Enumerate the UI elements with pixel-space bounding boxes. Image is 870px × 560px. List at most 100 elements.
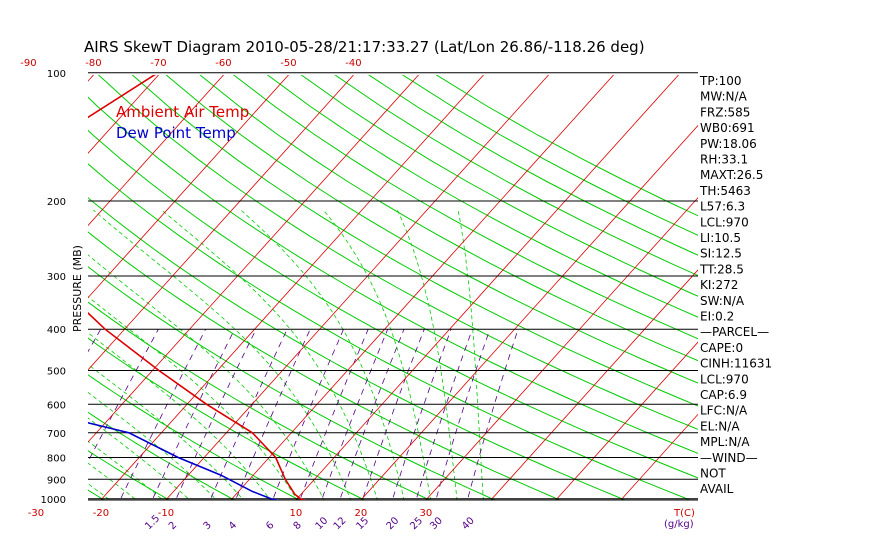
pressure-tick-label: 1000 [41, 495, 66, 506]
isotherm [620, 413, 698, 500]
index-entry: CAPE:0 [700, 341, 743, 355]
bottom-temp-tick-label: 10 [290, 508, 303, 519]
legend-dew-point: Dew Point Temp [116, 124, 236, 142]
dry-adiabat [266, 75, 698, 318]
pressure-tick-label: 300 [47, 272, 66, 283]
index-entry: CAP:6.9 [700, 388, 747, 402]
mixing-ratio-line [151, 329, 236, 500]
index-entry: MPL:N/A [700, 435, 750, 449]
dry-adiabat [88, 163, 692, 500]
mixing-ratio-line [88, 329, 159, 463]
isotherm [425, 197, 698, 500]
moist-adiabat [323, 209, 432, 500]
mixing-ratio-label: 8 [292, 520, 304, 532]
x-axis-label: T(C) [673, 508, 695, 519]
y-axis-label: PRESSURE (MB) [71, 245, 84, 332]
index-entry: AVAIL [700, 482, 734, 496]
isotherm [555, 341, 698, 500]
index-entry: RH:33.1 [700, 153, 748, 167]
moist-adiabat [88, 440, 164, 500]
dry-adiabat [88, 231, 562, 500]
moist-adiabat [93, 209, 352, 500]
index-entry: TT:28.5 [699, 262, 744, 276]
mixing-ratio-label: 2 [167, 520, 179, 532]
dry-adiabat [88, 337, 366, 500]
pressure-tick-label: 700 [47, 429, 66, 440]
index-entry: EL:N/A [700, 419, 740, 433]
mixing-ratio-label: 20 [385, 515, 402, 532]
mixing-ratio-unit: (g/kg) [664, 519, 694, 530]
mixing-ratio-label: 4 [227, 520, 239, 532]
dry-adiabat [88, 129, 698, 479]
index-entry: LCL:970 [700, 215, 749, 229]
dry-adiabat [88, 96, 698, 454]
dry-adiabat [0, 73, 59, 513]
profiles [88, 75, 306, 500]
dry-adiabat [88, 489, 106, 500]
legend-air-temp: Ambient Air Temp [116, 103, 249, 121]
index-entry: LFC:N/A [700, 404, 748, 418]
pressure-tick-label: 600 [47, 400, 66, 411]
index-entry: SI:12.5 [700, 247, 742, 261]
moist-adiabat [88, 332, 271, 500]
mixing-ratio-line [435, 329, 491, 500]
moist-adiabat [88, 417, 191, 500]
mixing-ratio-label: 40 [460, 515, 477, 532]
index-entry: MAXT:26.5 [700, 168, 763, 182]
pressure-tick-label: 200 [47, 197, 66, 208]
isotherm [295, 75, 680, 500]
isotherm [490, 269, 698, 500]
pressure-tick-label: 800 [47, 454, 66, 465]
mixing-ratio-label: 10 [314, 515, 331, 532]
background-lines [0, 73, 698, 513]
dry-adiabat [300, 75, 698, 297]
index-entry: FRZ:585 [700, 105, 750, 119]
mixing-ratio-line [299, 329, 369, 500]
isobars [88, 72, 698, 501]
moist-adiabat [88, 254, 325, 500]
isotherm [100, 75, 485, 500]
index-entry: LI:10.5 [700, 231, 741, 245]
dry-adiabat [199, 75, 698, 362]
pressure-tick-label: 400 [47, 325, 66, 336]
bottom-temp-tick-label: -10 [158, 508, 174, 519]
dry-adiabat [165, 75, 698, 384]
moist-adiabat [88, 296, 298, 500]
bottom-temp-tick-label: -20 [93, 508, 109, 519]
isotherm [88, 75, 160, 154]
mixing-ratio-label: 12 [332, 515, 349, 532]
isotherm [165, 75, 550, 500]
dry-adiabat [131, 75, 698, 407]
top-temp-tick-label: -80 [85, 58, 101, 69]
top-temp-tick-label: -50 [280, 58, 296, 69]
moist-adiabat [397, 209, 458, 500]
isotherm [230, 75, 615, 500]
dry-adiabat [435, 75, 698, 217]
index-entry: KI:272 [700, 278, 738, 292]
isotherm [88, 75, 420, 443]
bottom-temp-tick-label: 30 [420, 508, 433, 519]
mixing-ratio-label: 6 [264, 520, 276, 532]
mixing-ratio-label: 3 [202, 520, 214, 532]
mixing-ratio-line [272, 329, 344, 500]
moist-adiabat [457, 209, 484, 500]
pressure-tick-label: 500 [47, 367, 66, 378]
dry-adiabat [88, 197, 627, 500]
bottom-temp-tick-label: -30 [28, 508, 44, 519]
mixing-ratio-line [467, 329, 519, 500]
air-temp-profile [88, 75, 306, 500]
mixing-ratio-line [209, 329, 288, 500]
index-entry: LCL:970 [700, 372, 749, 386]
moist-adiabat [161, 209, 378, 500]
index-entry: SW:N/A [700, 294, 745, 308]
mixing-ratio-line [175, 329, 257, 500]
pressure-tick-label: 100 [47, 69, 66, 80]
mixing-ratio-line [235, 329, 311, 500]
mixing-ratio-line [415, 329, 473, 500]
mixing-ratio-line [119, 329, 206, 500]
index-entry: PW:18.06 [700, 137, 757, 151]
index-entry: —PARCEL— [700, 325, 769, 339]
dry-adiabat [88, 374, 301, 500]
dew-point-profile [88, 422, 279, 500]
